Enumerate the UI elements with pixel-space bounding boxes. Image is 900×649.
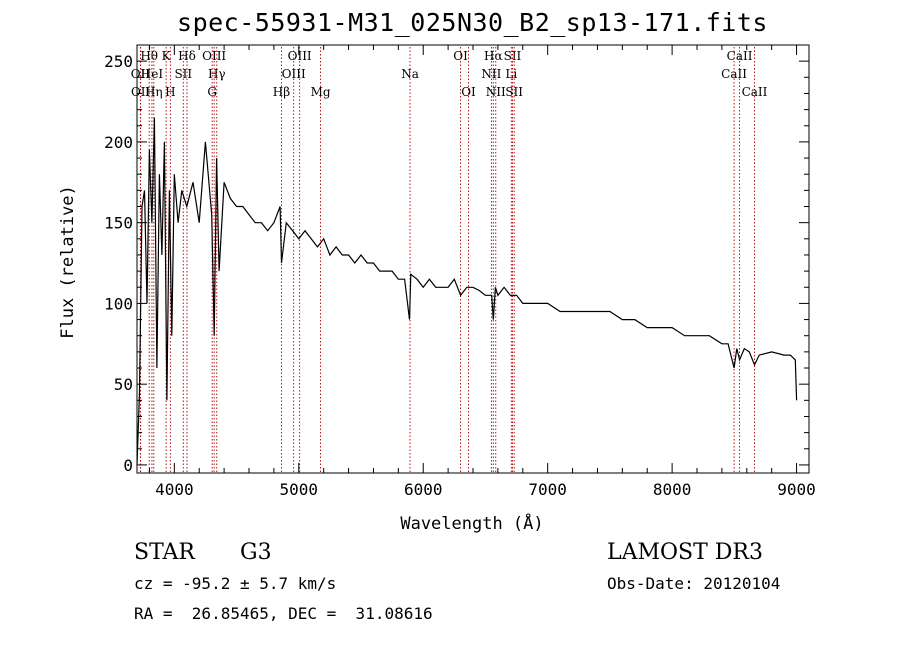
spectral-line-label: G	[207, 85, 217, 99]
spectral-line-label: OII	[131, 67, 151, 81]
spectral-line-label: Hη	[145, 85, 163, 99]
spectral-line-label: SII	[504, 49, 522, 63]
spectral-line-label: Na	[401, 67, 419, 81]
spectral-line-label: Hα	[484, 49, 503, 63]
x-axis-ticks: 4000 5000 6000 7000 8000 9000	[148, 45, 816, 499]
sky-coordinates: RA = 26.85465, DEC = 31.08616	[134, 604, 433, 623]
spectral-line-label: K	[162, 49, 172, 63]
x-tick-label: 4000	[155, 480, 194, 499]
spectral-line-label: CaII	[742, 85, 768, 99]
x-tick-label: 9000	[777, 480, 816, 499]
plot-frame	[136, 44, 810, 474]
spectral-line-label: H	[165, 85, 175, 99]
y-tick-label: 0	[123, 456, 133, 475]
spectral-line-label: Mg	[311, 85, 331, 99]
spectral-line-label: OIII	[288, 49, 312, 63]
y-axis-ticks: 0 50 100 150 200 250	[104, 52, 809, 475]
spectral-line-label: OIII	[282, 67, 306, 81]
spectral-line-label: Hγ	[208, 67, 226, 81]
x-tick-label: 7000	[528, 480, 567, 499]
spectral-line-label: OI	[461, 85, 476, 99]
chart-title: spec-55931-M31_025N30_B2_sp13-171.fits	[177, 8, 768, 37]
spectral-line-label: CaII	[727, 49, 753, 63]
x-tick-label: 5000	[280, 480, 319, 499]
spectral-line-label: Li	[505, 67, 517, 81]
spectral-line-label: OIII	[202, 49, 226, 63]
object-class: STAR	[134, 540, 195, 565]
spectral-line-label: Hβ	[273, 85, 290, 99]
spectral-line-label: NII	[481, 67, 501, 81]
spectral-line-label: SII	[174, 67, 192, 81]
y-tick-label: 200	[104, 133, 133, 152]
y-tick-label: 50	[114, 375, 133, 394]
spectral-line-label: CaII	[721, 67, 747, 81]
survey-name: LAMOST DR3	[607, 540, 763, 565]
emission-line-markers: OII OII Hθ HeI Hη K H SII Hδ OIII G Hγ Hβ OIII OIII Mg N…	[131, 47, 768, 473]
y-tick-label: 100	[104, 294, 133, 313]
spectrum-series-line	[136, 117, 798, 465]
observation-date: Obs-Date: 20120104	[607, 574, 781, 593]
spectral-line-label: OII	[131, 85, 151, 99]
y-tick-label: 250	[104, 52, 133, 71]
y-axis-label: Flux (relative)	[58, 185, 78, 339]
spectral-line-label: Hθ	[140, 49, 158, 63]
spectral-line-label: HeI	[141, 67, 164, 81]
x-tick-label: 8000	[653, 480, 692, 499]
x-axis-label: Wavelength (Å)	[400, 512, 543, 534]
spectral-line-label: Hδ	[178, 49, 196, 63]
spectral-line-label: NII	[486, 85, 506, 99]
spectral-line-label: OI	[453, 49, 468, 63]
object-subclass: G3	[240, 540, 272, 565]
redshift-velocity: cz = -95.2 ± 5.7 km/s	[134, 574, 337, 593]
y-tick-label: 150	[104, 214, 133, 233]
spectral-line-label: SII	[505, 85, 523, 99]
x-tick-label: 6000	[404, 480, 443, 499]
